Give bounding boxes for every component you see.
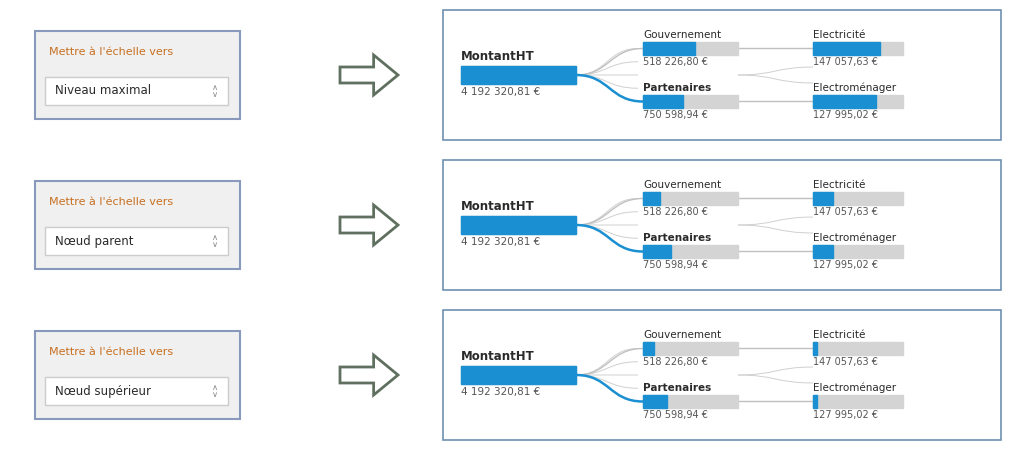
- Text: 4 192 320,81 €: 4 192 320,81 €: [461, 387, 540, 397]
- FancyBboxPatch shape: [45, 227, 228, 255]
- Bar: [813, 395, 903, 408]
- Polygon shape: [340, 355, 398, 395]
- Bar: [813, 95, 903, 108]
- FancyBboxPatch shape: [35, 31, 240, 119]
- Bar: [642, 42, 738, 55]
- Bar: [813, 342, 903, 355]
- Text: 4 192 320,81 €: 4 192 320,81 €: [461, 237, 540, 247]
- Bar: [642, 42, 695, 55]
- Bar: [642, 342, 738, 355]
- Text: Electricité: Electricité: [813, 180, 866, 190]
- Text: 127 995,02 €: 127 995,02 €: [813, 260, 878, 270]
- Text: MontantHT: MontantHT: [461, 200, 535, 213]
- FancyBboxPatch shape: [35, 331, 240, 419]
- FancyBboxPatch shape: [45, 77, 228, 105]
- Text: 147 057,63 €: 147 057,63 €: [813, 57, 878, 67]
- Text: Electricité: Electricité: [813, 330, 866, 340]
- Polygon shape: [340, 55, 398, 95]
- FancyBboxPatch shape: [35, 181, 240, 269]
- Text: Electroménager: Electroménager: [813, 382, 896, 393]
- Bar: [642, 95, 683, 108]
- Text: 750 598,94 €: 750 598,94 €: [642, 410, 707, 420]
- Text: 750 598,94 €: 750 598,94 €: [642, 110, 707, 120]
- Bar: [461, 366, 576, 384]
- Text: MontantHT: MontantHT: [461, 350, 535, 363]
- Text: 127 995,02 €: 127 995,02 €: [813, 110, 878, 120]
- Bar: [642, 395, 738, 408]
- Bar: [642, 245, 738, 258]
- Bar: [461, 66, 576, 84]
- Text: ∧
∨: ∧ ∨: [212, 83, 218, 99]
- Text: Nœud supérieur: Nœud supérieur: [55, 384, 151, 397]
- Text: Electroménager: Electroménager: [813, 233, 896, 243]
- Bar: [813, 192, 832, 205]
- Bar: [461, 66, 576, 84]
- Bar: [461, 216, 576, 234]
- Text: Niveau maximal: Niveau maximal: [55, 85, 151, 98]
- Text: MontantHT: MontantHT: [461, 50, 535, 63]
- Bar: [461, 216, 576, 234]
- Text: Partenaires: Partenaires: [642, 83, 712, 93]
- Text: Mettre à l'échelle vers: Mettre à l'échelle vers: [49, 347, 174, 357]
- Bar: [813, 42, 880, 55]
- Text: Nœud parent: Nœud parent: [55, 234, 134, 248]
- Bar: [813, 342, 817, 355]
- Text: Gouvernement: Gouvernement: [642, 30, 721, 40]
- Bar: [642, 95, 738, 108]
- Text: Gouvernement: Gouvernement: [642, 330, 721, 340]
- Text: 127 995,02 €: 127 995,02 €: [813, 410, 878, 420]
- Text: 518 226,80 €: 518 226,80 €: [642, 207, 707, 217]
- Bar: [642, 342, 655, 355]
- FancyBboxPatch shape: [443, 310, 1001, 440]
- Text: Electroménager: Electroménager: [813, 82, 896, 93]
- FancyBboxPatch shape: [443, 160, 1001, 290]
- Text: Mettre à l'échelle vers: Mettre à l'échelle vers: [49, 47, 174, 57]
- FancyBboxPatch shape: [443, 10, 1001, 140]
- Text: Partenaires: Partenaires: [642, 383, 712, 393]
- Polygon shape: [340, 205, 398, 245]
- Bar: [813, 42, 903, 55]
- Bar: [813, 245, 832, 258]
- Text: 147 057,63 €: 147 057,63 €: [813, 357, 878, 367]
- Bar: [642, 192, 660, 205]
- Text: 4 192 320,81 €: 4 192 320,81 €: [461, 87, 540, 97]
- Text: 518 226,80 €: 518 226,80 €: [642, 357, 707, 367]
- Bar: [642, 245, 672, 258]
- Text: Mettre à l'échelle vers: Mettre à l'échelle vers: [49, 197, 174, 207]
- Bar: [813, 245, 903, 258]
- Text: ∧
∨: ∧ ∨: [212, 233, 218, 249]
- Bar: [642, 192, 738, 205]
- Bar: [461, 366, 576, 384]
- Bar: [813, 95, 876, 108]
- Text: 518 226,80 €: 518 226,80 €: [642, 57, 707, 67]
- Bar: [642, 395, 667, 408]
- Bar: [813, 192, 903, 205]
- Text: 750 598,94 €: 750 598,94 €: [642, 260, 707, 270]
- Bar: [813, 395, 817, 408]
- Text: 147 057,63 €: 147 057,63 €: [813, 207, 878, 217]
- Text: Partenaires: Partenaires: [642, 233, 712, 243]
- Text: Gouvernement: Gouvernement: [642, 180, 721, 190]
- Text: Electricité: Electricité: [813, 30, 866, 40]
- FancyBboxPatch shape: [45, 377, 228, 405]
- Text: ∧
∨: ∧ ∨: [212, 382, 218, 399]
